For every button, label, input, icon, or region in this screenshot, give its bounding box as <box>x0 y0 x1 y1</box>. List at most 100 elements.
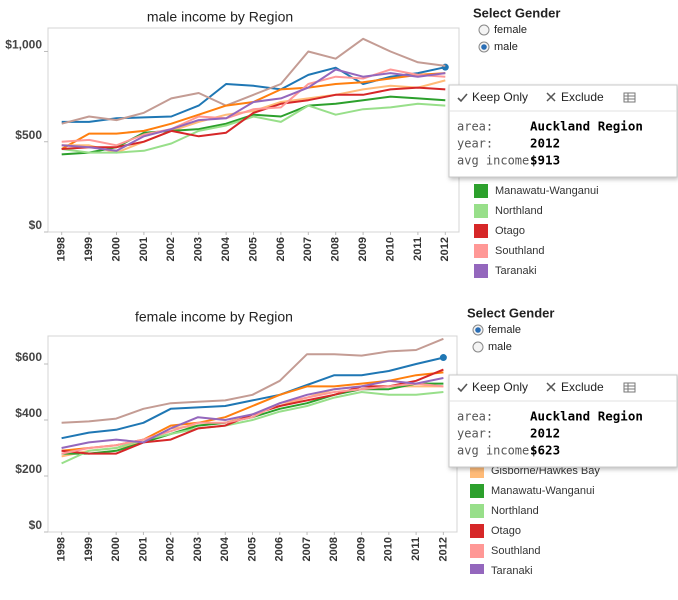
legend-label[interactable]: Otago <box>495 225 525 237</box>
x-tick-label: 1999 <box>83 537 95 561</box>
x-tick-label: 2011 <box>410 537 422 561</box>
legend: Manawatu-Wanganui Northland Otago Southland… <box>474 184 599 278</box>
tooltip-field-label: avg income: <box>457 154 536 168</box>
view-data-icon[interactable] <box>623 382 636 393</box>
tooltip: Keep Only Exclude area: Auckland Region year… <box>448 374 678 468</box>
x-tick-label: 2009 <box>355 537 367 561</box>
series-line <box>61 102 446 154</box>
radio-button[interactable] <box>472 341 484 353</box>
legend-swatch <box>470 484 484 498</box>
x-tick-label: 2005 <box>246 537 258 561</box>
x-tick-label: 2012 <box>437 537 449 561</box>
keep-only-button[interactable]: Keep Only <box>472 90 528 104</box>
filter-title: Select Gender <box>473 5 560 20</box>
legend-label[interactable]: Otago <box>491 525 521 537</box>
tooltip-field-label: area: <box>457 120 493 134</box>
x-tick-label: 2000 <box>110 237 122 261</box>
chart: male income by Region $0 $500 $1,000 1998 199… <box>5 9 460 261</box>
x-tick-label: 2007 <box>301 537 313 561</box>
legend-swatch <box>470 564 484 574</box>
radio-dot <box>475 327 481 333</box>
legend-swatch <box>474 204 488 218</box>
legend-swatch <box>474 264 488 278</box>
legend-label[interactable]: Taranaki <box>495 265 537 277</box>
x-tick-label: 2010 <box>384 237 396 261</box>
series-line <box>61 37 446 125</box>
y-tick-label: $0 <box>29 218 43 232</box>
chart-title: female income by Region <box>135 309 293 325</box>
legend-swatch <box>470 544 484 558</box>
legend-label[interactable]: Northland <box>495 205 543 217</box>
x-tick-label: 2000 <box>110 537 122 561</box>
x-tick-label: 2006 <box>274 537 286 561</box>
radio-label[interactable]: male <box>494 41 518 53</box>
y-tick-label: $400 <box>15 406 42 420</box>
y-tick-label: $600 <box>15 350 42 364</box>
x-tick-label: 2004 <box>219 536 231 561</box>
view-data-icon[interactable] <box>623 92 636 103</box>
x-icon <box>546 92 556 102</box>
x-tick-label: 2002 <box>165 537 177 561</box>
radio-label[interactable]: female <box>494 24 527 36</box>
x-tick-label: 1998 <box>56 237 68 261</box>
legend-label[interactable]: Taranaki <box>491 565 533 577</box>
series-line <box>61 356 444 440</box>
keep-only-button[interactable]: Keep Only <box>472 380 528 394</box>
check-icon <box>457 93 468 103</box>
y-tick-label: $200 <box>15 462 42 476</box>
gender-filter: Select Gender female male <box>473 5 560 52</box>
gender-filter: Select Gender female male <box>467 305 554 352</box>
x-tick-label: 2007 <box>302 237 314 261</box>
radio-label[interactable]: female <box>488 324 521 336</box>
x-tick-label: 2003 <box>192 537 204 561</box>
legend-swatch <box>474 224 488 238</box>
legend-swatch <box>474 184 488 198</box>
series-line <box>61 79 446 154</box>
filter-title: Select Gender <box>467 305 554 320</box>
x-tick-label: 1999 <box>83 237 95 261</box>
exclude-button[interactable]: Exclude <box>561 90 604 104</box>
x-tick-label: 2001 <box>138 237 150 261</box>
x-tick-label: 2006 <box>275 237 287 261</box>
tooltip-box <box>448 374 678 468</box>
legend-label[interactable]: Manawatu-Wanganui <box>491 485 595 497</box>
tooltip-field-value: Auckland Region <box>530 409 643 424</box>
tooltip-field-value: 2012 <box>530 136 560 151</box>
plot-area <box>47 335 458 533</box>
plot-area <box>47 27 460 233</box>
tooltip-box <box>448 84 678 178</box>
legend: Gisborne/Hawkes Bay Manawatu-Wanganui Nort… <box>470 464 600 577</box>
check-icon <box>457 383 468 393</box>
x-tick-label: 2001 <box>137 537 149 561</box>
exclude-button[interactable]: Exclude <box>561 380 604 394</box>
x-tick-label: 2009 <box>357 237 369 261</box>
radio-button[interactable] <box>478 24 490 36</box>
x-tick-label: 2008 <box>328 537 340 561</box>
tooltip-field-value: Auckland Region <box>530 119 643 134</box>
series-line <box>61 391 444 465</box>
series-line <box>61 382 444 455</box>
x-tick-label: 2004 <box>220 236 232 261</box>
tooltip-field-label: year: <box>457 427 493 441</box>
legend-label[interactable]: Southland <box>491 545 541 557</box>
x-tick-label: 2008 <box>330 237 342 261</box>
x-tick-label: 2005 <box>247 237 259 261</box>
series-line <box>61 377 444 449</box>
legend-label[interactable]: Northland <box>491 505 539 517</box>
legend-swatch <box>470 524 484 538</box>
x-tick-label: 2012 <box>439 237 451 261</box>
legend-swatch <box>470 504 484 518</box>
legend-label[interactable]: Gisborne/Hawkes Bay <box>491 465 600 477</box>
tooltip-field-value: $623 <box>530 443 560 458</box>
legend-label[interactable]: Manawatu-Wanganui <box>495 185 599 197</box>
y-tick-label: $0 <box>29 518 43 532</box>
x-tick-label: 2002 <box>165 237 177 261</box>
selected-point <box>439 354 447 362</box>
x-icon <box>546 382 556 392</box>
tooltip-field-label: year: <box>457 137 493 151</box>
radio-label[interactable]: male <box>488 341 512 353</box>
y-tick-label: $1,000 <box>5 38 42 52</box>
legend-label[interactable]: Southland <box>495 245 545 257</box>
